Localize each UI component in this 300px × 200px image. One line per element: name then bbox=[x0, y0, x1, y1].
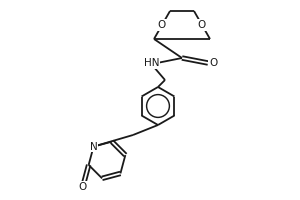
Text: O: O bbox=[158, 20, 166, 30]
Text: N: N bbox=[90, 142, 98, 152]
Text: HN: HN bbox=[144, 58, 159, 68]
Text: O: O bbox=[79, 182, 87, 192]
Text: O: O bbox=[198, 20, 206, 30]
Text: O: O bbox=[209, 58, 217, 68]
